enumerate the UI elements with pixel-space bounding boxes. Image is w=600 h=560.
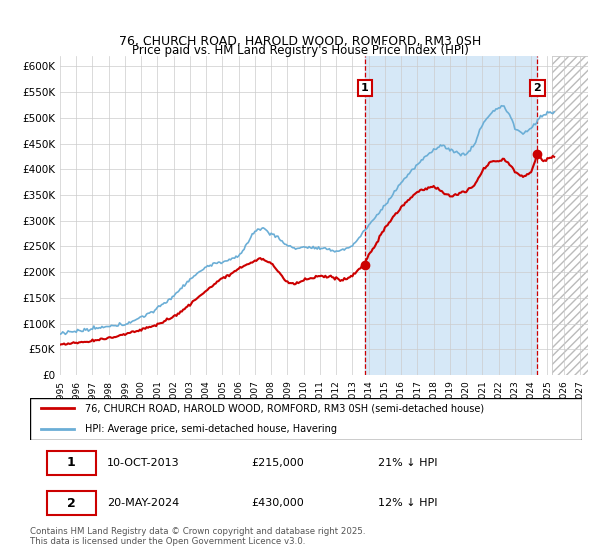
Text: Price paid vs. HM Land Registry's House Price Index (HPI): Price paid vs. HM Land Registry's House … bbox=[131, 44, 469, 57]
Text: 2: 2 bbox=[67, 497, 76, 510]
FancyBboxPatch shape bbox=[47, 450, 96, 475]
Text: Contains HM Land Registry data © Crown copyright and database right 2025.
This d: Contains HM Land Registry data © Crown c… bbox=[30, 527, 365, 547]
Text: £430,000: £430,000 bbox=[251, 498, 304, 508]
FancyBboxPatch shape bbox=[30, 398, 582, 440]
Text: HPI: Average price, semi-detached house, Havering: HPI: Average price, semi-detached house,… bbox=[85, 424, 337, 434]
Text: 2: 2 bbox=[533, 83, 541, 93]
Text: 10-OCT-2013: 10-OCT-2013 bbox=[107, 458, 180, 468]
Text: 76, CHURCH ROAD, HAROLD WOOD, ROMFORD, RM3 0SH: 76, CHURCH ROAD, HAROLD WOOD, ROMFORD, R… bbox=[119, 35, 481, 49]
FancyBboxPatch shape bbox=[47, 491, 96, 515]
Text: 20-MAY-2024: 20-MAY-2024 bbox=[107, 498, 179, 508]
Text: £215,000: £215,000 bbox=[251, 458, 304, 468]
Text: 1: 1 bbox=[67, 456, 76, 469]
Text: 1: 1 bbox=[361, 83, 369, 93]
Text: 12% ↓ HPI: 12% ↓ HPI bbox=[378, 498, 437, 508]
Bar bbox=[365, 56, 538, 375]
Text: 21% ↓ HPI: 21% ↓ HPI bbox=[378, 458, 437, 468]
Text: 76, CHURCH ROAD, HAROLD WOOD, ROMFORD, RM3 0SH (semi-detached house): 76, CHURCH ROAD, HAROLD WOOD, ROMFORD, R… bbox=[85, 403, 484, 413]
